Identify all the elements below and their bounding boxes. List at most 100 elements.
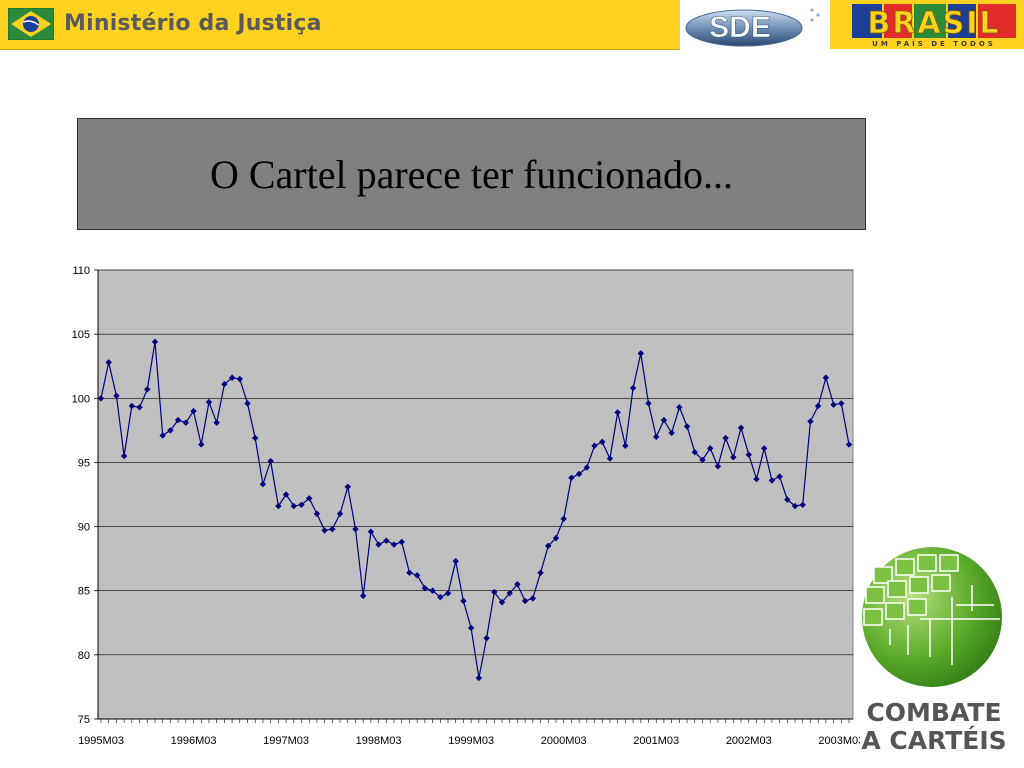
data-point <box>252 434 259 442</box>
data-point <box>822 374 830 381</box>
data-point <box>537 569 544 576</box>
data-point <box>259 481 267 488</box>
sde-text: SDE <box>709 11 771 44</box>
data-point <box>406 569 413 576</box>
data-point <box>807 418 814 425</box>
x-tick-label: 1996M03 <box>171 735 217 747</box>
data-point <box>668 429 675 437</box>
x-tick-label: 2000M03 <box>541 735 587 747</box>
data-point <box>753 475 760 483</box>
data-point <box>236 375 244 383</box>
data-point <box>591 442 598 449</box>
x-tick-label: 2002M03 <box>726 735 772 747</box>
data-point <box>629 384 637 392</box>
data-point <box>190 407 197 415</box>
y-tick-label: 100 <box>72 393 90 405</box>
data-point <box>653 433 660 440</box>
brasil-text: BRASIL <box>867 6 1000 41</box>
data-point <box>614 409 621 416</box>
data-point <box>568 474 575 482</box>
header-bar: Ministério da Justiça SDE BRASIL UM PAÍS… <box>0 0 1024 50</box>
data-point <box>151 338 159 346</box>
x-tick-label: 2001M03 <box>633 735 679 747</box>
data-point <box>714 463 722 470</box>
data-point <box>745 451 752 458</box>
y-tick-label: 90 <box>78 522 90 534</box>
data-point <box>144 386 151 393</box>
brazil-flag-icon <box>8 8 54 40</box>
data-point <box>691 448 698 456</box>
x-tick-label: 1997M03 <box>263 735 309 747</box>
data-point <box>421 584 429 592</box>
data-point <box>599 438 606 446</box>
data-point <box>128 402 136 410</box>
data-point <box>159 432 166 439</box>
data-point <box>622 442 629 449</box>
x-tick-label: 1998M03 <box>356 735 402 747</box>
data-point <box>699 456 706 464</box>
data-point <box>359 592 367 600</box>
data-point <box>97 395 105 402</box>
logo-line2: A CARTÉIS <box>861 726 1006 755</box>
brasil-logo: BRASIL UM PAÍS DE TODOS <box>830 0 1024 49</box>
data-point <box>791 502 799 510</box>
data-point <box>575 470 583 478</box>
data-point <box>198 441 205 448</box>
data-point <box>444 590 452 597</box>
slide-title: O Cartel parece ter funcionado... <box>209 151 734 197</box>
ministry-banner: Ministério da Justiça <box>0 0 680 50</box>
logo-line1: COMBATE <box>866 698 1001 727</box>
data-point <box>660 416 668 424</box>
data-point <box>814 402 822 410</box>
data-point <box>282 491 290 498</box>
data-point <box>768 477 776 484</box>
data-point <box>275 502 282 510</box>
data-point <box>722 434 729 442</box>
data-point <box>437 593 444 601</box>
data-point <box>776 473 783 480</box>
data-point <box>398 538 405 546</box>
y-tick-label: 85 <box>78 586 90 598</box>
plot-area <box>97 269 854 720</box>
data-point <box>267 457 274 465</box>
combate-carteis-logo: COMBATE A CARTÉIS <box>861 547 1007 755</box>
sde-logo: SDE <box>685 8 820 47</box>
y-tick-label: 110 <box>72 265 90 277</box>
data-point <box>676 404 683 411</box>
data-point <box>606 455 614 462</box>
data-point <box>845 441 853 448</box>
data-point <box>498 599 506 606</box>
ministry-label: Ministério da Justiça <box>64 11 322 36</box>
data-point <box>298 501 305 508</box>
x-tick-label: 1995M03 <box>78 735 124 747</box>
data-point <box>760 445 768 452</box>
line-chart: 75 80 85 90 95 100 105 110 1995M03 1996M03 1997M03… <box>72 265 860 747</box>
x-tick-label: 1999M03 <box>448 735 494 747</box>
data-point <box>737 424 745 431</box>
slide-title-box: O Cartel parece ter funcionado... <box>77 118 866 230</box>
data-point <box>120 452 128 460</box>
data-point <box>460 597 467 605</box>
data-point <box>730 454 737 461</box>
data-point <box>467 624 475 632</box>
y-tick-label: 75 <box>78 714 90 726</box>
data-point <box>784 496 791 503</box>
data-point <box>583 464 591 471</box>
data-point <box>383 537 390 544</box>
data-point <box>560 515 567 523</box>
data-point <box>706 445 714 452</box>
data-point <box>174 416 182 424</box>
y-tick-label: 105 <box>72 329 90 341</box>
y-tick-label: 80 <box>78 650 90 662</box>
x-tick-label: 2003M03 <box>818 735 860 747</box>
data-point <box>306 495 313 502</box>
data-point <box>830 401 837 408</box>
brasil-tagline: UM PAÍS DE TODOS <box>872 39 996 48</box>
y-tick-label: 95 <box>78 457 90 469</box>
data-point <box>637 350 644 357</box>
data-point <box>105 359 112 366</box>
data-point <box>799 501 806 508</box>
data-point <box>344 483 351 491</box>
data-point <box>205 398 213 406</box>
data-point <box>367 528 375 535</box>
